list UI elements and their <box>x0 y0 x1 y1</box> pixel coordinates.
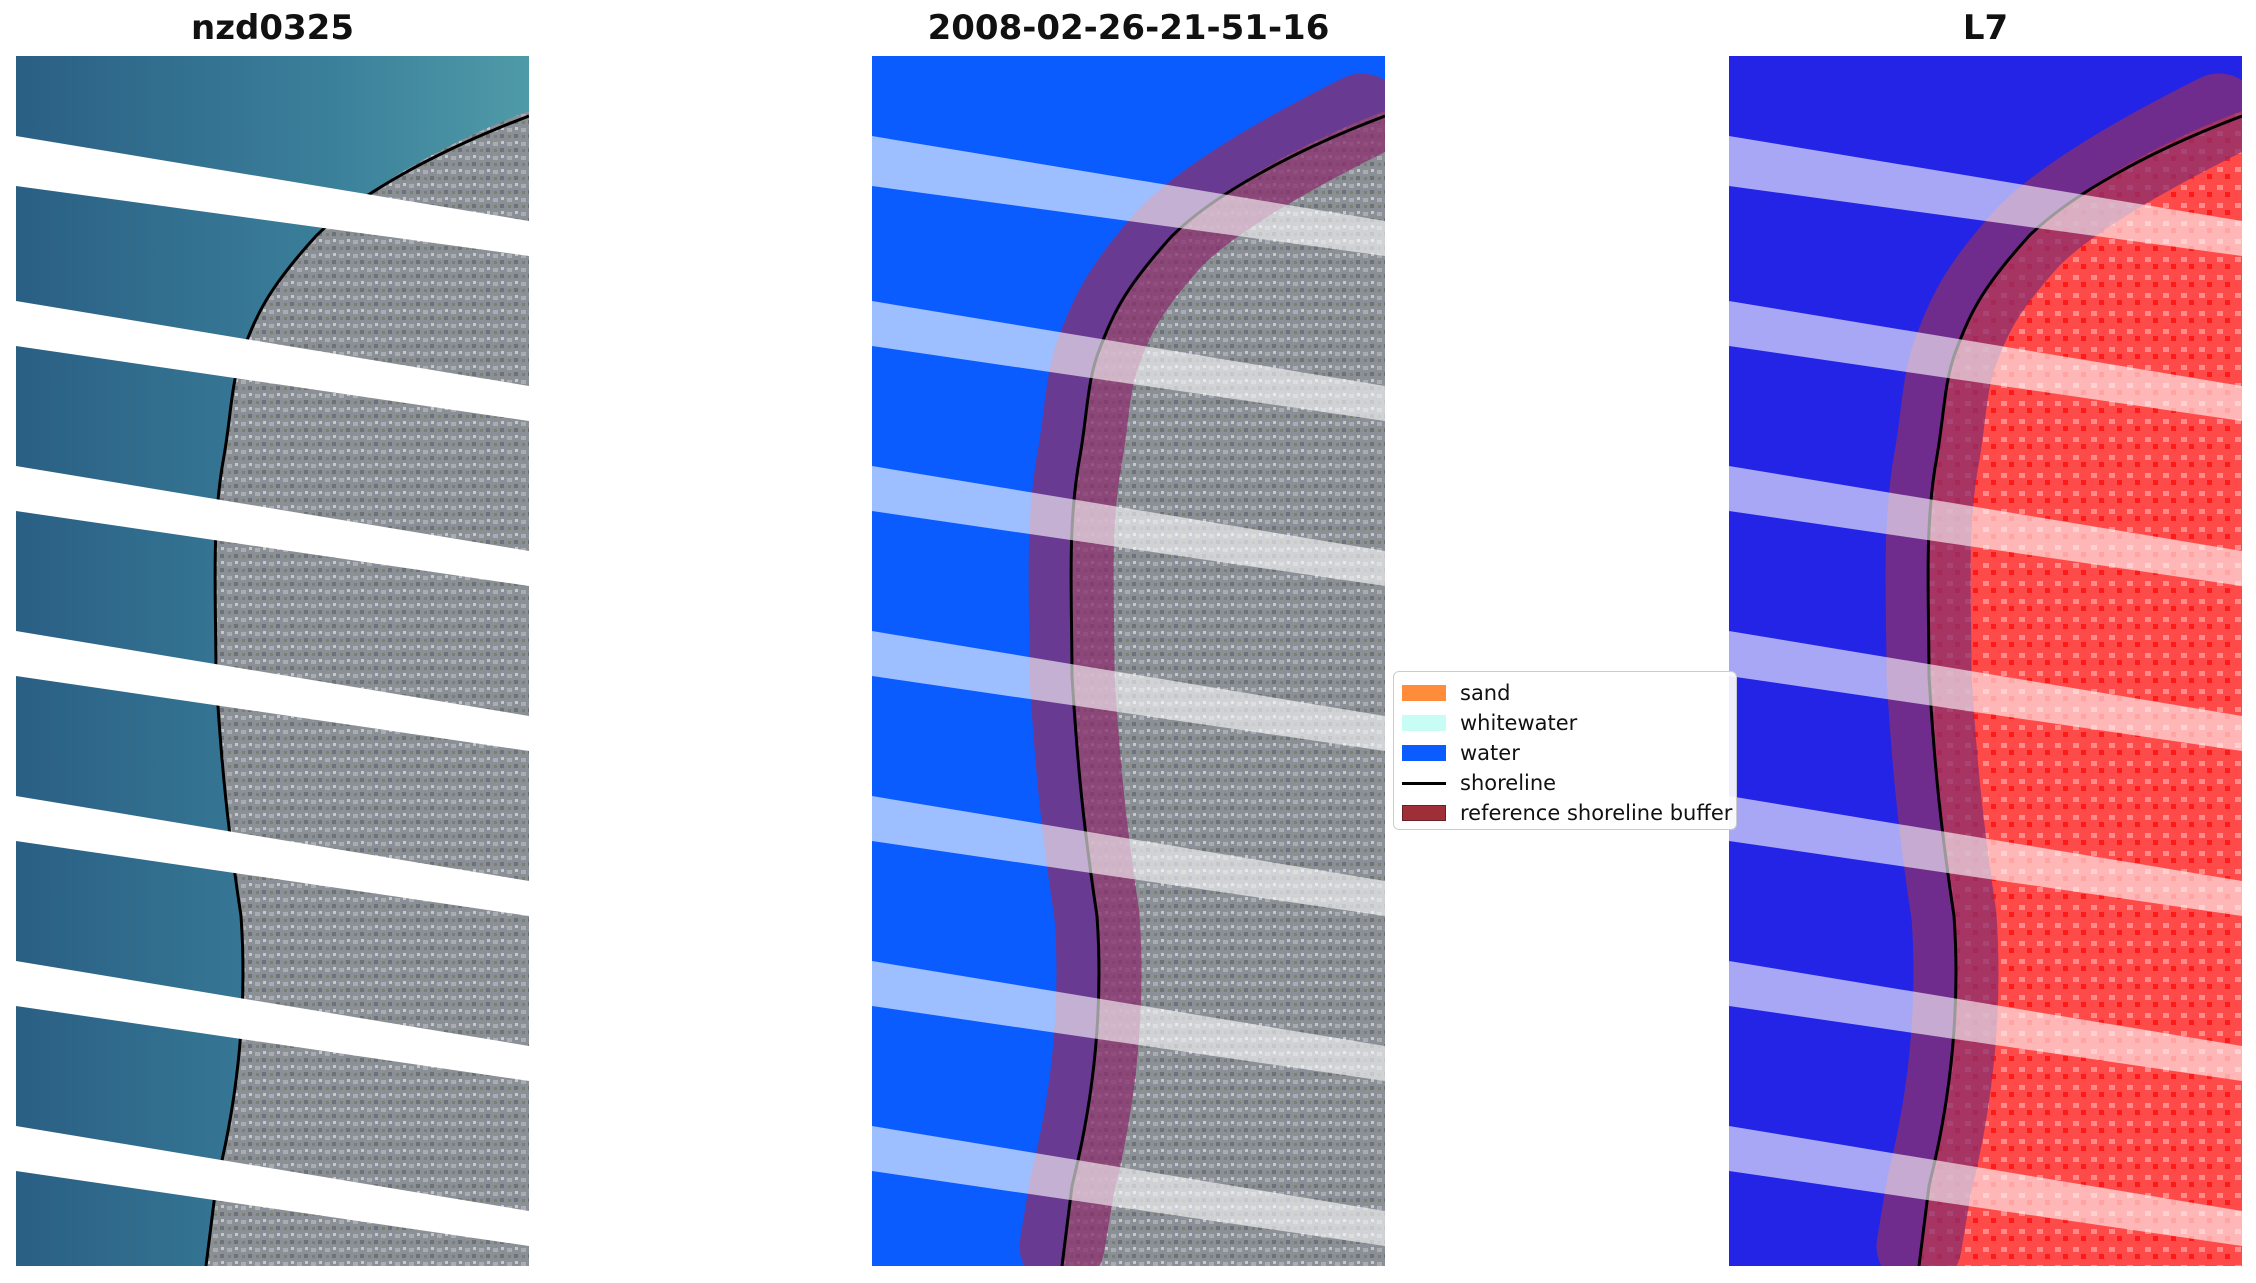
scan-line-gaps <box>16 136 529 1246</box>
panel-title-index: L7 <box>1962 8 2009 48</box>
legend-item-buffer: reference shoreline buffer <box>1402 801 1732 825</box>
legend-swatch-water <box>1402 745 1446 761</box>
scan-line-gaps <box>872 136 1385 1246</box>
legend-swatch-whitewater <box>1402 715 1446 731</box>
legend-label-water: water <box>1460 741 1520 765</box>
legend-item-water: water <box>1402 741 1520 765</box>
panel-title-classified: 2008-02-26-21-51-16 <box>927 8 1330 48</box>
legend-item-whitewater: whitewater <box>1402 711 1577 735</box>
legend: sand whitewater water shoreline referenc… <box>1393 671 1737 830</box>
legend-swatch-sand <box>1402 685 1446 701</box>
classified-image-panel <box>872 56 1385 1266</box>
legend-line-shoreline <box>1402 781 1446 785</box>
legend-label-sand: sand <box>1460 681 1511 705</box>
index-image <box>1729 56 2242 1266</box>
panel-title-rgb: nzd0325 <box>191 8 354 48</box>
legend-item-shoreline: shoreline <box>1402 771 1556 795</box>
index-image-panel <box>1729 56 2242 1266</box>
legend-item-sand: sand <box>1402 681 1510 705</box>
scan-line-gaps <box>1729 136 2242 1246</box>
legend-label-buffer: reference shoreline buffer <box>1460 801 1733 825</box>
classified-image <box>872 56 1385 1266</box>
rgb-image-panel <box>16 56 529 1266</box>
rgb-image <box>16 56 529 1266</box>
legend-label-shoreline: shoreline <box>1460 771 1557 795</box>
legend-label-whitewater: whitewater <box>1460 711 1578 735</box>
legend-swatch-buffer <box>1402 805 1446 821</box>
